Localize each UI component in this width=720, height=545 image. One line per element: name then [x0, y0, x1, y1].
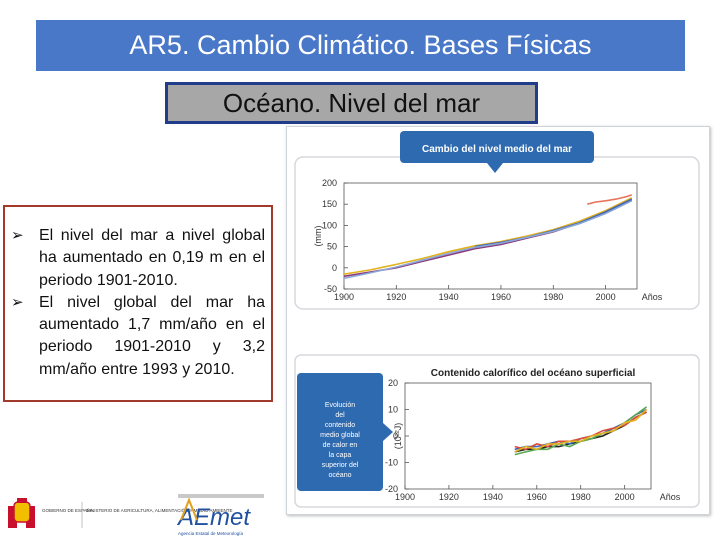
y-tick-label: 50: [327, 242, 337, 252]
series-line: [587, 194, 633, 205]
aemet-logo-text: AEmet: [176, 504, 251, 531]
side-banner-pointer-icon: [383, 423, 393, 441]
x-tick-label: 1940: [439, 292, 459, 302]
heat-content-plot: -20 -10 0 10 20 1900 1920 1940 1960 1980 2000 Años (…: [385, 378, 681, 502]
bullet-item: ➢ El nivel global del mar ha aumentado 1…: [11, 292, 265, 381]
series-line: [514, 408, 648, 453]
y-tick-label: 20: [388, 378, 398, 388]
gobierno-logo-text: GOBIERNO DE ESPAÑA: [42, 507, 93, 513]
x-tick-label: 1920: [439, 492, 459, 502]
arrow-bullet-icon: ➢: [11, 227, 24, 244]
y-tick-label: 100: [322, 220, 337, 230]
charts-svg: Cambio del nivel medio del mar -50050100…: [294, 131, 700, 508]
series-line: [343, 197, 633, 275]
y-axis-label: (10²²J): [393, 423, 403, 450]
x-tick-label: 1960: [527, 492, 547, 502]
footer-logos: GOBIERNO DE ESPAÑA MINISTERIO DE AGRICUL…: [0, 494, 270, 540]
ministerio-logo: MINISTERIO DE AGRICULTURA, ALIMENTACIÓN …: [81, 502, 232, 528]
series-line: [343, 200, 633, 280]
x-tick-label: 1980: [571, 492, 591, 502]
y-tick-label: 150: [322, 199, 337, 209]
slide-subtitle: Océano. Nivel del mar: [222, 87, 481, 118]
side-text-line: océano: [329, 472, 352, 479]
x-tick-label: 1900: [334, 292, 354, 302]
slide-title-bar: AR5. Cambio Climático. Bases Físicas: [36, 20, 685, 71]
footer-logos-svg: GOBIERNO DE ESPAÑA MINISTERIO DE AGRICUL…: [8, 494, 264, 536]
y-tick-label: -20: [385, 484, 398, 494]
arrow-bullet-icon: ➢: [11, 293, 24, 311]
side-text-line: del: [335, 412, 345, 419]
bullet-text: El nivel del mar a nivel global ha aumen…: [39, 227, 265, 289]
heat-content-side-banner: [297, 373, 383, 491]
y-axis-label: (mm): [313, 226, 323, 247]
heat-content-chart-title: Contenido calorífico del océano superfic…: [431, 368, 636, 379]
aemet-logo-subtext: Agencia Estatal de Meteorología: [178, 531, 244, 536]
x-axis-label: Años: [660, 492, 681, 502]
heat-content-chart-panel: [294, 354, 700, 508]
x-tick-label: 1920: [386, 292, 406, 302]
bullet-text-box: ➢ El nivel del mar a nivel global ha aum…: [3, 205, 273, 402]
charts-figure-frame: Cambio del nivel medio del mar -50 0 50 100…: [286, 126, 710, 515]
y-tick-label: 0: [393, 431, 398, 441]
sea-level-chart-banner: [400, 131, 594, 163]
bullet-item: ➢ El nivel del mar a nivel global ha aum…: [11, 225, 265, 292]
series-line: [514, 411, 647, 451]
x-axis-label: Años: [642, 292, 663, 302]
y-tick-label: 200: [322, 178, 337, 188]
x-tick-label: 1980: [543, 292, 563, 302]
y-tick-label: -10: [385, 458, 398, 468]
plot-frame: [343, 182, 638, 290]
side-text-line: Evolución: [325, 402, 355, 409]
sea-level-chart-title: Cambio del nivel medio del mar: [422, 144, 572, 155]
y-tick-label: 10: [388, 405, 398, 415]
gobierno-logo: GOBIERNO DE ESPAÑA: [42, 507, 93, 513]
side-text-line: superior del: [322, 462, 359, 469]
side-text-line: de calor en: [323, 442, 358, 449]
aemet-logo: AEmet Agencia Estatal de Meteorología: [176, 497, 251, 536]
sea-level-chart-panel: [294, 156, 700, 310]
x-tick-label: 1940: [483, 492, 503, 502]
x-tick-label: 1960: [491, 292, 511, 302]
x-tick-label: 2000: [596, 292, 616, 302]
spain-coat-of-arms-icon: [8, 498, 35, 528]
x-tick-label: 2000: [615, 492, 635, 502]
side-text-line: medio global: [320, 432, 360, 439]
ministerio-logo-text: MINISTERIO DE AGRICULTURA, ALIMENTACIÓN …: [86, 507, 232, 513]
x-tick-label: 1900: [395, 492, 415, 502]
heat-content-side-text: Evolución del contenido medio global de calo…: [320, 402, 360, 479]
banner-pointer-icon: [487, 163, 503, 173]
slide-subtitle-box: Océano. Nivel del mar: [165, 82, 538, 124]
y-tick-label: 0: [332, 263, 337, 273]
y-tick-label: -50: [324, 284, 337, 294]
sea-level-plot: -50 0 50 100 150 200 1900 1920 1940 1960 1980 2000 A…: [313, 178, 663, 302]
bullet-text: El nivel global del mar ha aumentado 1,7…: [39, 293, 265, 378]
side-text-line: contenido: [325, 422, 355, 429]
side-text-line: la capa: [329, 452, 352, 459]
slide-title: AR5. Cambio Climático. Bases Físicas: [129, 30, 592, 60]
